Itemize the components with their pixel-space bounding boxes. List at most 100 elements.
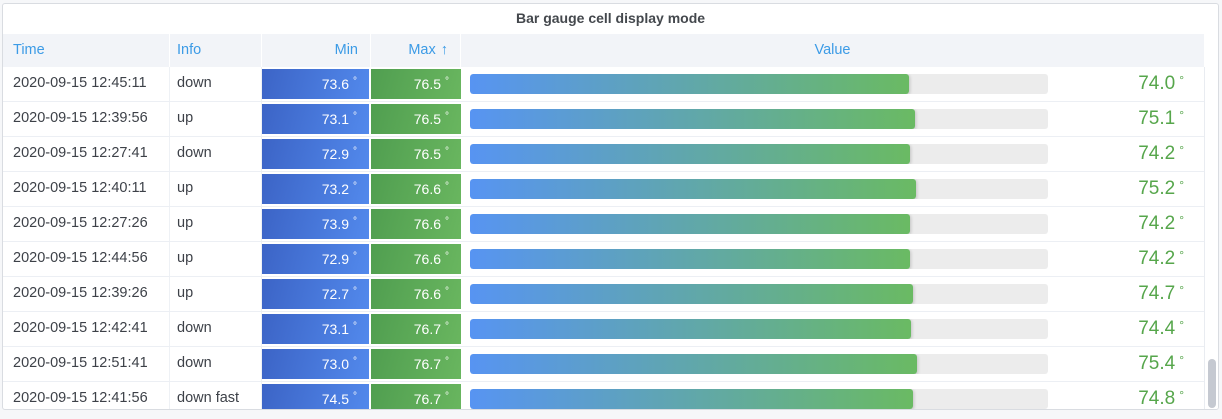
- cell-info: up: [170, 242, 262, 276]
- bar-gauge-track: [470, 319, 1048, 339]
- max-value: 76.7: [413, 356, 441, 372]
- degree-unit: °: [445, 390, 449, 402]
- scrollbar-thumb[interactable]: [1208, 359, 1216, 408]
- panel-title[interactable]: Bar gauge cell display mode: [515, 10, 706, 26]
- max-color-background: 76.6 °: [371, 279, 461, 309]
- cell-max: 76.5 °: [371, 67, 461, 101]
- bar-gauge-track: [470, 354, 1048, 374]
- gauge-value: 74.2: [1138, 212, 1176, 234]
- max-color-background: 76.5 °: [371, 69, 461, 99]
- min-color-background: 73.1 °: [262, 104, 369, 134]
- column-header-time[interactable]: Time: [3, 34, 170, 67]
- cell-value: 74.0 °: [461, 67, 1204, 101]
- column-header-info[interactable]: Info: [170, 34, 262, 67]
- table-header-row: Time Info Min Max ↑ Value: [3, 34, 1204, 67]
- degree-unit: °: [353, 75, 357, 87]
- degree-unit: °: [353, 145, 357, 157]
- max-color-background: 76.7 °: [371, 314, 461, 344]
- gauge-value-label: 74.2 °: [1048, 137, 1204, 171]
- max-value: 76.6: [413, 286, 441, 302]
- max-color-background: 76.6 °: [371, 244, 461, 274]
- min-value: 73.1: [321, 321, 349, 337]
- min-value: 73.0: [321, 356, 349, 372]
- cell-time: 2020-09-15 12:41:56: [3, 382, 170, 409]
- max-color-background: 76.6 °: [371, 209, 461, 239]
- cell-min: 74.5 °: [262, 382, 371, 409]
- degree-unit: °: [445, 110, 449, 122]
- degree-unit: °: [353, 250, 357, 262]
- cell-time: 2020-09-15 12:44:56: [3, 242, 170, 276]
- table-body: 2020-09-15 12:45:11 down 73.6 ° 76.5 ° 74.…: [3, 67, 1204, 409]
- cell-time: 2020-09-15 12:27:26: [3, 207, 170, 241]
- gauge-value: 74.2: [1138, 247, 1176, 269]
- table-row: 2020-09-15 12:39:56 up 73.1 ° 76.5 ° 75.1 °: [3, 102, 1204, 137]
- table-panel: Bar gauge cell display mode Time Info Mi…: [2, 3, 1219, 410]
- cell-min: 73.0 °: [262, 347, 371, 381]
- cell-time: 2020-09-15 12:51:41: [3, 347, 170, 381]
- degree-unit: °: [353, 180, 357, 192]
- gauge-value-label: 74.7 °: [1048, 277, 1204, 311]
- cell-max: 76.6 °: [371, 277, 461, 311]
- gauge-value-label: 75.4 °: [1048, 347, 1204, 381]
- degree-unit: °: [445, 75, 449, 87]
- vertical-scrollbar[interactable]: [1204, 67, 1218, 409]
- min-color-background: 72.9 °: [262, 244, 369, 274]
- degree-unit: °: [445, 180, 449, 192]
- cell-min: 73.9 °: [262, 207, 371, 241]
- min-value: 74.5: [321, 391, 349, 407]
- cell-value: 74.2 °: [461, 137, 1204, 171]
- gauge-value-label: 74.2 °: [1048, 207, 1204, 241]
- sort-ascending-icon: ↑: [440, 42, 448, 58]
- cell-min: 72.9 °: [262, 242, 371, 276]
- cell-info: down fast: [170, 382, 262, 409]
- cell-value: 74.4 °: [461, 312, 1204, 346]
- bar-gauge-fill: [470, 214, 910, 234]
- column-header-value[interactable]: Value: [461, 34, 1204, 67]
- table-row: 2020-09-15 12:41:56 down fast 74.5 ° 76.7…: [3, 382, 1204, 409]
- table: Time Info Min Max ↑ Value 2020-09-15 12:4…: [3, 34, 1218, 409]
- gauge-value-label: 75.2 °: [1048, 172, 1204, 206]
- degree-unit: °: [445, 355, 449, 367]
- cell-max: 76.6 °: [371, 242, 461, 276]
- max-value: 76.6: [413, 251, 441, 267]
- max-value: 76.6: [413, 216, 441, 232]
- max-value: 76.5: [413, 111, 441, 127]
- degree-unit: °: [445, 285, 449, 297]
- bar-gauge-track: [470, 109, 1048, 129]
- cell-min: 73.6 °: [262, 67, 371, 101]
- cell-time: 2020-09-15 12:42:41: [3, 312, 170, 346]
- degree-unit: °: [1179, 387, 1184, 402]
- cell-time: 2020-09-15 12:39:26: [3, 277, 170, 311]
- column-header-max-label: Max: [408, 42, 436, 58]
- gauge-value: 74.2: [1138, 142, 1176, 164]
- cell-min: 72.9 °: [262, 137, 371, 171]
- bar-gauge-track: [470, 249, 1048, 269]
- degree-unit: °: [445, 320, 449, 332]
- max-color-background: 76.6 °: [371, 174, 461, 204]
- degree-unit: °: [445, 250, 449, 262]
- min-color-background: 72.9 °: [262, 139, 369, 169]
- min-value: 73.9: [321, 216, 349, 232]
- bar-gauge-fill: [470, 284, 913, 304]
- max-value: 76.5: [413, 146, 441, 162]
- bar-gauge-fill: [470, 109, 916, 129]
- gauge-value-label: 74.0 °: [1048, 67, 1204, 101]
- max-color-background: 76.7 °: [371, 384, 461, 409]
- cell-value: 75.4 °: [461, 347, 1204, 381]
- cell-time: 2020-09-15 12:39:56: [3, 102, 170, 136]
- max-value: 76.7: [413, 321, 441, 337]
- degree-unit: °: [445, 145, 449, 157]
- bar-gauge-fill: [470, 144, 910, 164]
- table-row: 2020-09-15 12:40:11 up 73.2 ° 76.6 ° 75.2 °: [3, 172, 1204, 207]
- table-row: 2020-09-15 12:42:41 down 73.1 ° 76.7 ° 74.…: [3, 312, 1204, 347]
- degree-unit: °: [1179, 352, 1184, 367]
- min-color-background: 73.0 °: [262, 349, 369, 379]
- cell-info: down: [170, 347, 262, 381]
- degree-unit: °: [1179, 247, 1184, 262]
- cell-max: 76.6 °: [371, 172, 461, 206]
- column-header-max[interactable]: Max ↑: [371, 34, 461, 67]
- column-header-min[interactable]: Min: [262, 34, 371, 67]
- cell-value: 74.8 °: [461, 382, 1204, 409]
- cell-max: 76.5 °: [371, 102, 461, 136]
